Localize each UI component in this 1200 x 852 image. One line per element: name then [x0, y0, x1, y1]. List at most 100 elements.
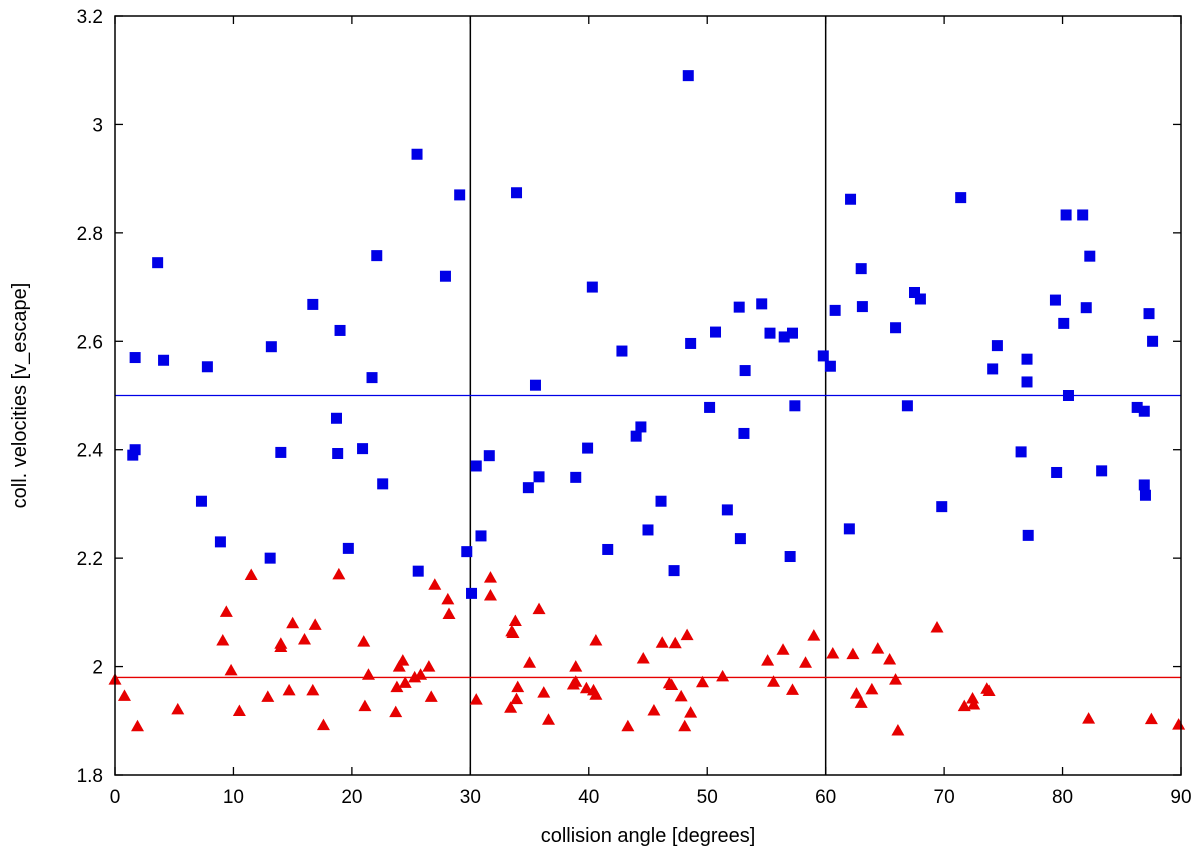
- square-data-point: [764, 327, 776, 339]
- triangle-data-point: [117, 689, 131, 701]
- triangle-data-point: [579, 681, 593, 694]
- square-data-point: [991, 340, 1003, 352]
- square-data-point: [470, 460, 482, 472]
- square-data-point: [914, 293, 926, 305]
- square-data-point: [987, 363, 999, 375]
- square-data-point: [721, 504, 733, 516]
- square-data-point: [655, 495, 667, 507]
- triangle-data-point: [441, 592, 455, 605]
- square-data-point: [1143, 308, 1155, 320]
- triangle-data-point: [569, 660, 583, 672]
- square-data-point: [890, 322, 902, 334]
- triangle-data-point: [665, 678, 679, 691]
- triangle-data-point: [422, 660, 436, 672]
- triangle-data-point: [889, 673, 903, 685]
- square-data-point: [1062, 390, 1074, 401]
- triangle-data-point: [332, 567, 346, 580]
- triangle-data-point: [232, 704, 246, 717]
- square-data-point: [602, 543, 614, 555]
- square-data-point: [901, 400, 913, 412]
- y-axis-title: coll. velocities [v_escape]: [9, 283, 31, 509]
- square-data-point: [635, 421, 647, 433]
- square-data-point: [195, 495, 207, 507]
- square-data-point: [824, 360, 836, 372]
- triangle-data-point: [298, 632, 312, 645]
- square-data-point: [1022, 529, 1034, 541]
- square-data-point: [366, 372, 378, 384]
- square-data-point: [371, 250, 383, 262]
- triangle-data-point: [678, 719, 692, 732]
- square-data-point: [936, 501, 948, 513]
- square-data-point: [1138, 405, 1150, 417]
- square-data-point: [787, 327, 799, 339]
- square-data-point: [330, 412, 342, 424]
- square-data-point: [778, 331, 790, 343]
- square-data-point: [533, 471, 545, 483]
- triangle-data-point: [224, 663, 238, 676]
- triangle-data-point: [361, 668, 375, 680]
- triangle-data-point: [761, 654, 775, 666]
- square-data-point: [843, 523, 855, 535]
- triangle-data-point: [1144, 712, 1158, 725]
- triangle-data-point: [392, 660, 406, 672]
- triangle-data-point: [849, 687, 863, 699]
- square-data-point: [955, 192, 967, 204]
- square-data-point: [734, 533, 746, 545]
- triangle-data-point: [695, 675, 709, 688]
- square-data-point: [439, 270, 451, 282]
- square-data-point: [1131, 401, 1143, 413]
- square-data-point: [1021, 353, 1033, 365]
- triangle-data-point: [786, 683, 800, 695]
- square-data-point: [856, 301, 868, 313]
- square-data-point: [1080, 302, 1092, 314]
- square-data-point: [1051, 466, 1063, 478]
- square-data-point: [909, 286, 920, 298]
- x-tick-label: 30: [460, 787, 481, 808]
- x-tick-label: 40: [578, 787, 599, 808]
- x-tick-label: 80: [1052, 787, 1073, 808]
- x-tick-label: 60: [815, 787, 836, 808]
- square-data-point: [1139, 489, 1151, 501]
- triangle-data-point: [621, 719, 635, 732]
- triangle-data-point: [668, 636, 682, 649]
- square-data-point: [152, 257, 164, 269]
- square-data-point: [668, 565, 680, 577]
- square-data-point: [1084, 250, 1096, 262]
- triangle-data-point: [569, 675, 583, 687]
- triangle-data-point: [532, 602, 546, 615]
- y-tick-label: 3.2: [77, 7, 103, 28]
- triangle-data-point: [511, 680, 525, 693]
- triangle-data-point: [282, 683, 296, 696]
- triangle-data-point: [967, 698, 981, 710]
- square-data-point: [1021, 376, 1033, 388]
- x-tick-label: 0: [110, 787, 121, 808]
- square-data-point: [1077, 209, 1089, 221]
- triangle-data-point: [542, 713, 556, 725]
- square-data-point: [1147, 335, 1159, 347]
- square-data-point: [461, 546, 473, 558]
- square-data-point: [733, 301, 745, 313]
- triangle-data-point: [523, 656, 537, 668]
- triangle-data-point: [655, 636, 669, 648]
- y-tick-label: 2: [92, 658, 103, 679]
- triangle-data-point: [358, 699, 372, 712]
- square-data-point: [357, 443, 369, 455]
- square-data-point: [307, 298, 319, 310]
- square-data-point: [466, 587, 478, 599]
- x-tick-label: 90: [1170, 787, 1191, 808]
- x-tick-label: 50: [697, 787, 718, 808]
- square-data-point: [264, 552, 276, 564]
- triangle-data-point: [930, 621, 944, 633]
- y-tick-label: 2.2: [77, 549, 103, 570]
- square-data-point: [454, 189, 466, 201]
- square-data-point: [756, 298, 768, 310]
- x-tick-label: 10: [223, 787, 244, 808]
- square-data-point: [630, 430, 642, 442]
- square-data-point: [817, 350, 829, 362]
- square-data-point: [685, 337, 697, 349]
- plot-content: [108, 16, 1186, 775]
- triangle-data-point: [483, 589, 497, 601]
- square-data-point: [511, 187, 523, 199]
- square-data-point: [789, 400, 801, 412]
- y-tick-label: 2.4: [77, 441, 104, 462]
